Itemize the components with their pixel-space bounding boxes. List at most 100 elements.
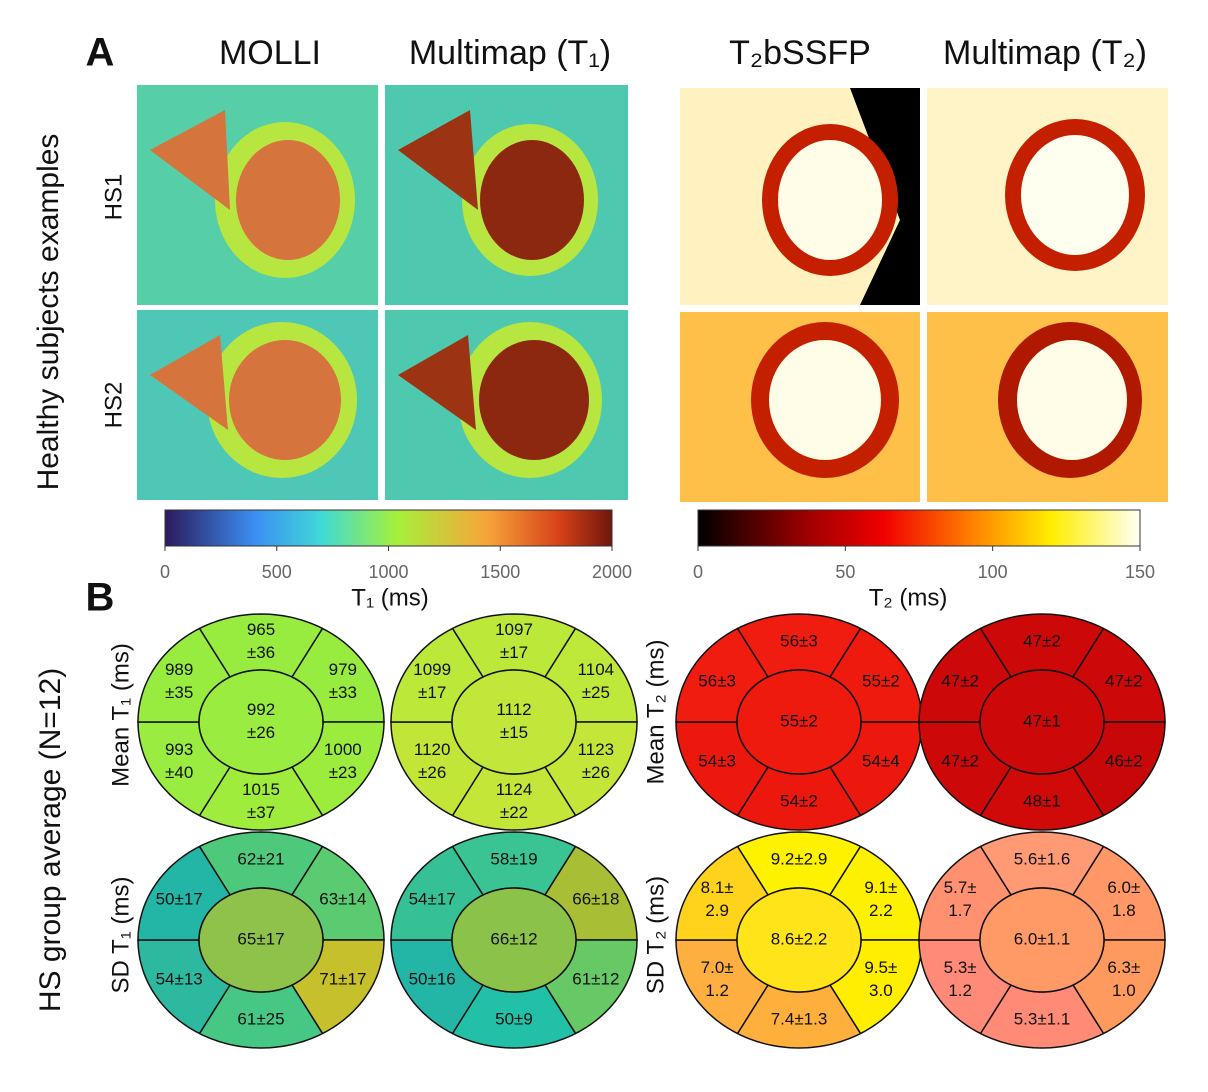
colorbar <box>697 509 1141 547</box>
segment-label: ±37 <box>247 803 275 822</box>
segment-label: 992 <box>247 700 275 719</box>
row-label: HS1 <box>100 174 127 221</box>
segment-label: ±26 <box>418 763 446 782</box>
segment-label: 61±25 <box>237 1009 284 1028</box>
segment-label: 50±9 <box>495 1009 533 1028</box>
segment-label: 7.0± <box>701 958 734 977</box>
segment-label: 6.0± <box>1107 878 1140 897</box>
segment-label: 54±17 <box>409 889 456 908</box>
segment-label: 1.2 <box>948 981 972 1000</box>
segment-label: 1.8 <box>1112 901 1136 920</box>
segment-label: 61±12 <box>572 969 619 988</box>
segment-label: 63±14 <box>319 889 366 908</box>
segment-label: 1.0 <box>1112 981 1136 1000</box>
segment-label: ±36 <box>247 643 275 662</box>
segment-label: 47±2 <box>1105 671 1143 690</box>
segment-label: 2.2 <box>869 901 893 920</box>
tick-label: 500 <box>262 562 292 582</box>
tick-label: 50 <box>835 562 855 582</box>
segment <box>979 887 1105 993</box>
segment-label: 47±1 <box>1023 711 1061 730</box>
segment <box>979 669 1105 775</box>
side-label: Healthy subjects examples <box>32 134 65 491</box>
mri-t2 <box>680 88 1168 502</box>
segment-label: 48±1 <box>1023 791 1061 810</box>
column-title: T₂bSSFP <box>729 34 871 72</box>
row-label: HS2 <box>100 382 127 429</box>
bullseye: 965 ±36 979 ±33 1000 ±23 1015 ±37 993 ±40 989 ±35 99… <box>137 613 385 831</box>
segment-label: 1.7 <box>948 901 972 920</box>
tick-label: 0 <box>160 562 170 582</box>
segment-label: 1.2 <box>705 981 729 1000</box>
row-label: Mean T₁ (ms) <box>107 643 134 787</box>
segment <box>198 887 324 993</box>
segment-label: 50±16 <box>409 969 456 988</box>
segment-label: ±26 <box>582 763 610 782</box>
tick-label: 100 <box>978 562 1008 582</box>
segment-label: 965 <box>247 620 275 639</box>
tick-label: 0 <box>693 562 703 582</box>
segment-label: 1104 <box>578 660 615 679</box>
segment-label: 3.0 <box>869 981 893 1000</box>
segment-label: ±35 <box>165 683 193 702</box>
colorbar-label: T₂ (ms) <box>869 584 948 611</box>
segment <box>451 887 577 993</box>
segment-label: 989 <box>165 660 193 679</box>
bullseye: 47±2 47±2 46±2 48±1 47±2 47±2 47±1 <box>918 613 1166 831</box>
segment-label: 56±3 <box>780 631 818 650</box>
segment-label: 54±3 <box>698 751 736 770</box>
colorbar-label: T₁ (ms) <box>351 584 428 611</box>
segment-label: 1112 <box>496 700 531 719</box>
bullseye: 5.6±1.6 6.0± 1.8 6.3± 1.0 5.3±1.1 5.3± 1.2 5.7± 1… <box>918 831 1166 1049</box>
colorbar <box>164 509 613 547</box>
segment-label: 66±12 <box>490 929 537 948</box>
segment-label: ±17 <box>418 683 446 702</box>
segment-label: ±26 <box>247 723 275 742</box>
segment-label: 58±19 <box>490 849 537 868</box>
segment-label: 9.2±2.9 <box>771 849 828 868</box>
segment-label: 5.3± <box>944 958 977 977</box>
segment-label: 9.5± <box>864 958 897 977</box>
column-title: Multimap (T₂) <box>943 34 1147 72</box>
segment-label: 65±17 <box>237 929 284 948</box>
segment-label: 6.3± <box>1107 958 1140 977</box>
segment-label: 8.1± <box>701 878 734 897</box>
segment-label: 7.4±1.3 <box>771 1009 828 1028</box>
bullseye: 56±3 55±2 54±4 54±2 54±3 56±3 55±2 <box>675 613 923 831</box>
bullseye: 58±19 66±18 61±12 50±9 50±16 54±17 66±12 <box>390 831 638 1049</box>
tick-label: 1500 <box>480 562 520 582</box>
bullseye: 9.2±2.9 9.1± 2.2 9.5± 3.0 7.4±1.3 7.0± 1.2 8.1± 2… <box>675 831 923 1049</box>
segment-label: ±22 <box>500 803 528 822</box>
mri-t1 <box>137 85 628 500</box>
row-label: SD T₂ (ms) <box>642 876 669 994</box>
column-title: MOLLI <box>219 34 321 72</box>
segment-label: 1120 <box>414 740 451 759</box>
segment-label: 1097 <box>495 620 533 639</box>
segment-label: 1099 <box>413 660 451 679</box>
segment-label: 8.6±2.2 <box>771 929 828 948</box>
segment-label: 2.9 <box>705 901 729 920</box>
panel-letter: B <box>86 576 115 620</box>
segment-label: 55±2 <box>780 711 818 730</box>
segment-label: 54±13 <box>156 969 203 988</box>
segment-label: 6.0±1.1 <box>1014 929 1071 948</box>
segment <box>451 669 577 775</box>
tick-label: 1000 <box>368 562 408 582</box>
segment-label: 993 <box>165 740 193 759</box>
segment-label: 1123 <box>578 740 615 759</box>
segment <box>198 669 324 775</box>
mri-images <box>137 85 1168 502</box>
segment-label: 71±17 <box>319 969 366 988</box>
segment-label: 5.3±1.1 <box>1014 1009 1071 1028</box>
segment-label: 5.6±1.6 <box>1014 849 1071 868</box>
segment-label: ±15 <box>500 723 528 742</box>
tick-label: 150 <box>1125 562 1155 582</box>
segment-label: 1000 <box>324 740 362 759</box>
segment-label: 1124 <box>496 780 533 799</box>
segment-label: 55±2 <box>862 671 900 690</box>
segment-label: 5.7± <box>944 878 977 897</box>
row-label: SD T₁ (ms) <box>107 877 134 994</box>
segment-label: ±33 <box>329 683 357 702</box>
bullseye: 1097 ±17 1104 ±25 1123 ±26 1124 ±22 1120 ±26 1099 ±… <box>390 613 638 831</box>
segment-label: 979 <box>329 660 357 679</box>
